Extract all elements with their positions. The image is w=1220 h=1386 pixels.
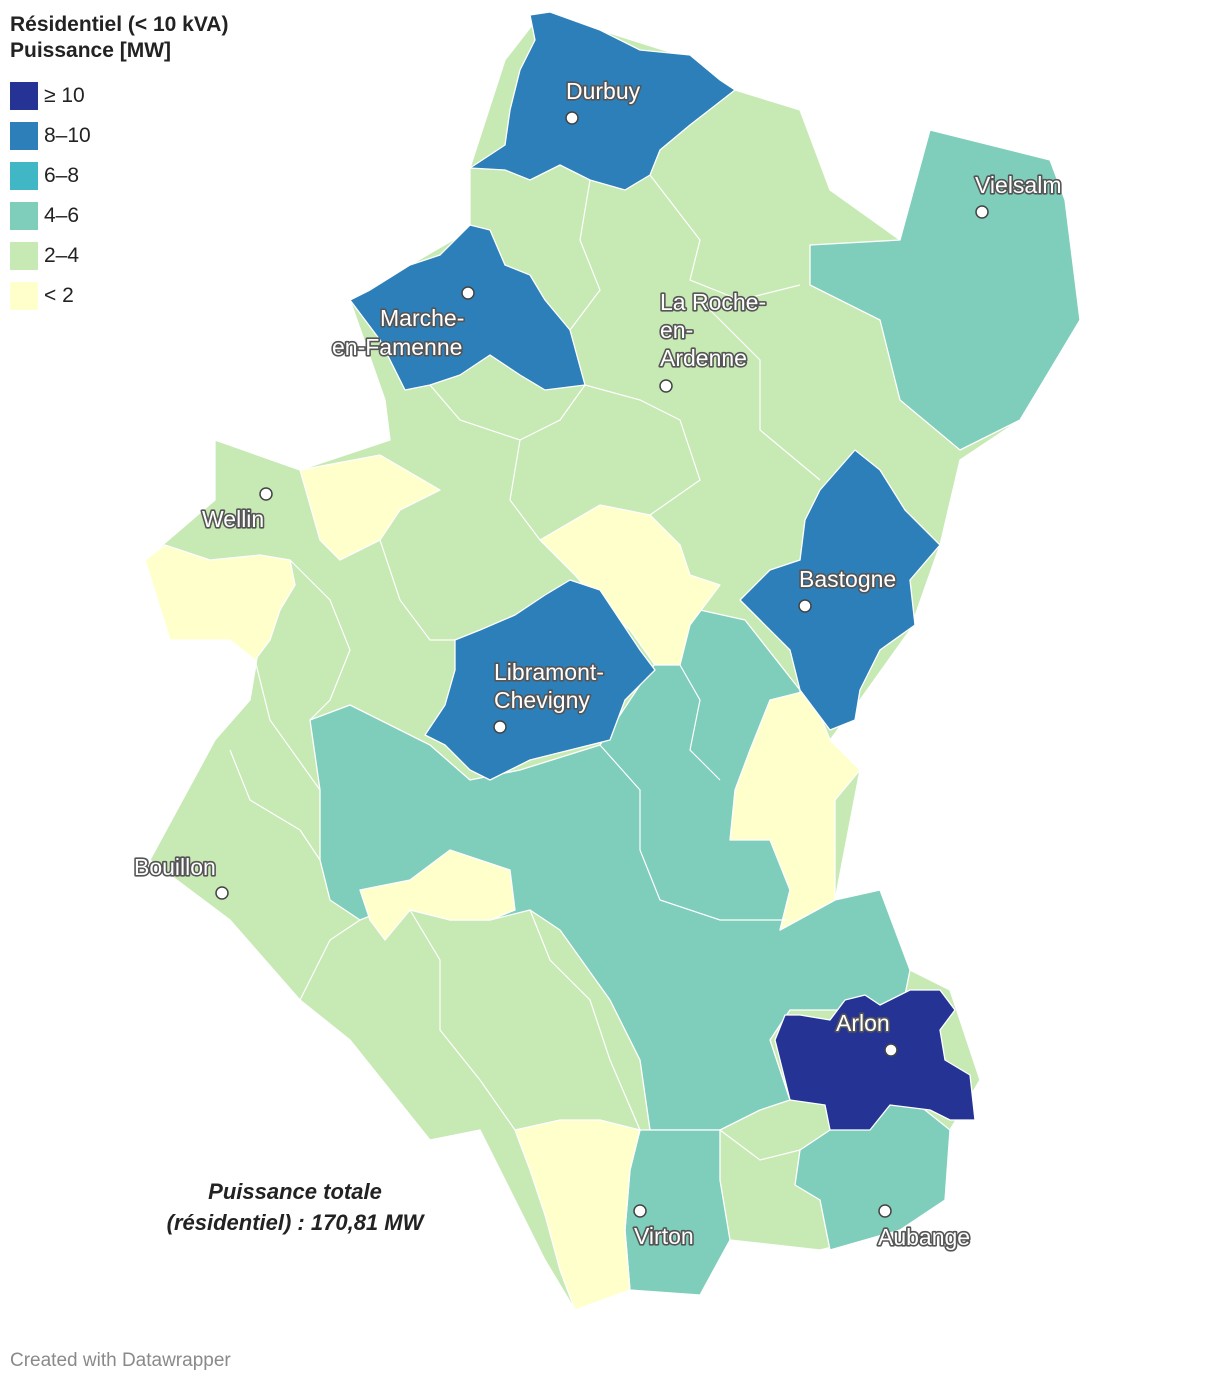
map-region-lt2-d (729, 689, 861, 931)
legend-swatch (10, 202, 38, 230)
city-marker (259, 487, 273, 501)
legend-title: Résidentiel (< 10 kVA) Puissance [MW] (10, 12, 228, 64)
legend: ≥ 10 8–10 6–8 4–6 2–4 < 2 (10, 76, 91, 316)
legend-swatch (10, 162, 38, 190)
legend-item-8-10: 8–10 (10, 116, 91, 156)
total-power-annotation: Puissance totale (résidentiel) : 170,81 … (120, 1176, 470, 1238)
map-region-vielsalm (809, 129, 1081, 451)
city-marker (878, 1204, 892, 1218)
legend-item-4-6: 4–6 (10, 196, 91, 236)
city-bouillon[interactable]: Bouillon (132, 852, 229, 900)
city-label: Aubange (878, 1224, 970, 1250)
legend-label: 6–8 (44, 164, 80, 187)
city-marker (884, 1043, 898, 1057)
city-label: Ardenne (660, 345, 747, 371)
legend-swatch (10, 82, 38, 110)
city-marker (493, 720, 507, 734)
city-marker (633, 1204, 647, 1218)
legend-title-line1: Résidentiel (< 10 kVA) (10, 13, 229, 36)
city-label: Durbuy (566, 78, 641, 104)
city-label: Vielsalm (975, 172, 1062, 198)
legend-item-ge10: ≥ 10 (10, 76, 91, 116)
map-region-lt2-e (359, 849, 516, 941)
legend-item-6-8: 6–8 (10, 156, 91, 196)
city-label: Chevigny (494, 687, 590, 713)
city-arlon[interactable]: Arlon (834, 1008, 898, 1057)
city-libramont-chevigny[interactable]: Libramont- Chevigny (492, 657, 606, 734)
city-bastogne[interactable]: Bastogne (797, 564, 898, 613)
legend-title-line2: Puissance [MW] (10, 39, 172, 62)
map-region-libramont (424, 579, 656, 781)
city-vielsalm[interactable]: Vielsalm (973, 170, 1063, 219)
city-label: La Roche- (660, 289, 766, 315)
datawrapper-credit[interactable]: Created with Datawrapper (10, 1350, 231, 1371)
legend-label: 2–4 (44, 244, 80, 267)
legend-item-lt2: < 2 (10, 276, 91, 316)
city-label: Virton (634, 1223, 694, 1249)
legend-swatch (10, 122, 38, 150)
city-marche-en-famenne[interactable]: Marche- en-Famenne (330, 286, 475, 362)
city-marker (565, 111, 579, 125)
city-virton[interactable]: Virton (632, 1204, 695, 1251)
city-wellin[interactable]: Wellin (200, 487, 273, 534)
map-boundaries (229, 174, 821, 1161)
city-aubange[interactable]: Aubange (876, 1204, 972, 1252)
map-region-lt2-f (514, 1119, 641, 1311)
city-label: en-Famenne (332, 334, 462, 360)
city-label: en- (660, 317, 693, 343)
map-region-arlon (774, 989, 976, 1131)
city-label: Bastogne (799, 566, 896, 592)
city-label: Arlon (836, 1010, 890, 1036)
city-marker (461, 286, 475, 300)
city-label: Wellin (202, 506, 264, 532)
city-label: Libramont- (494, 659, 604, 685)
annotation-line1: Puissance totale (208, 1179, 382, 1204)
city-marker (215, 886, 229, 900)
map-region-durbuy (469, 11, 736, 191)
legend-swatch (10, 282, 38, 310)
map-region-lt2-b (144, 544, 296, 661)
map-region-lt2-a (299, 454, 441, 561)
legend-swatch (10, 242, 38, 270)
city-marker (975, 205, 989, 219)
legend-label: 4–6 (44, 204, 80, 227)
city-label: Marche- (380, 305, 464, 331)
legend-label: ≥ 10 (44, 84, 85, 107)
legend-item-2-4: 2–4 (10, 236, 91, 276)
city-durbuy[interactable]: Durbuy (564, 76, 642, 125)
city-la-roche-en-ardenne[interactable]: La Roche- en- Ardenne (658, 287, 768, 393)
annotation-line2: (résidentiel) : 170,81 MW (166, 1210, 424, 1235)
legend-label: < 2 (44, 284, 74, 307)
city-marker (798, 599, 812, 613)
city-label: Bouillon (134, 854, 216, 880)
city-marker (659, 379, 673, 393)
legend-label: 8–10 (44, 124, 91, 147)
map-region-bastogne (739, 449, 941, 731)
